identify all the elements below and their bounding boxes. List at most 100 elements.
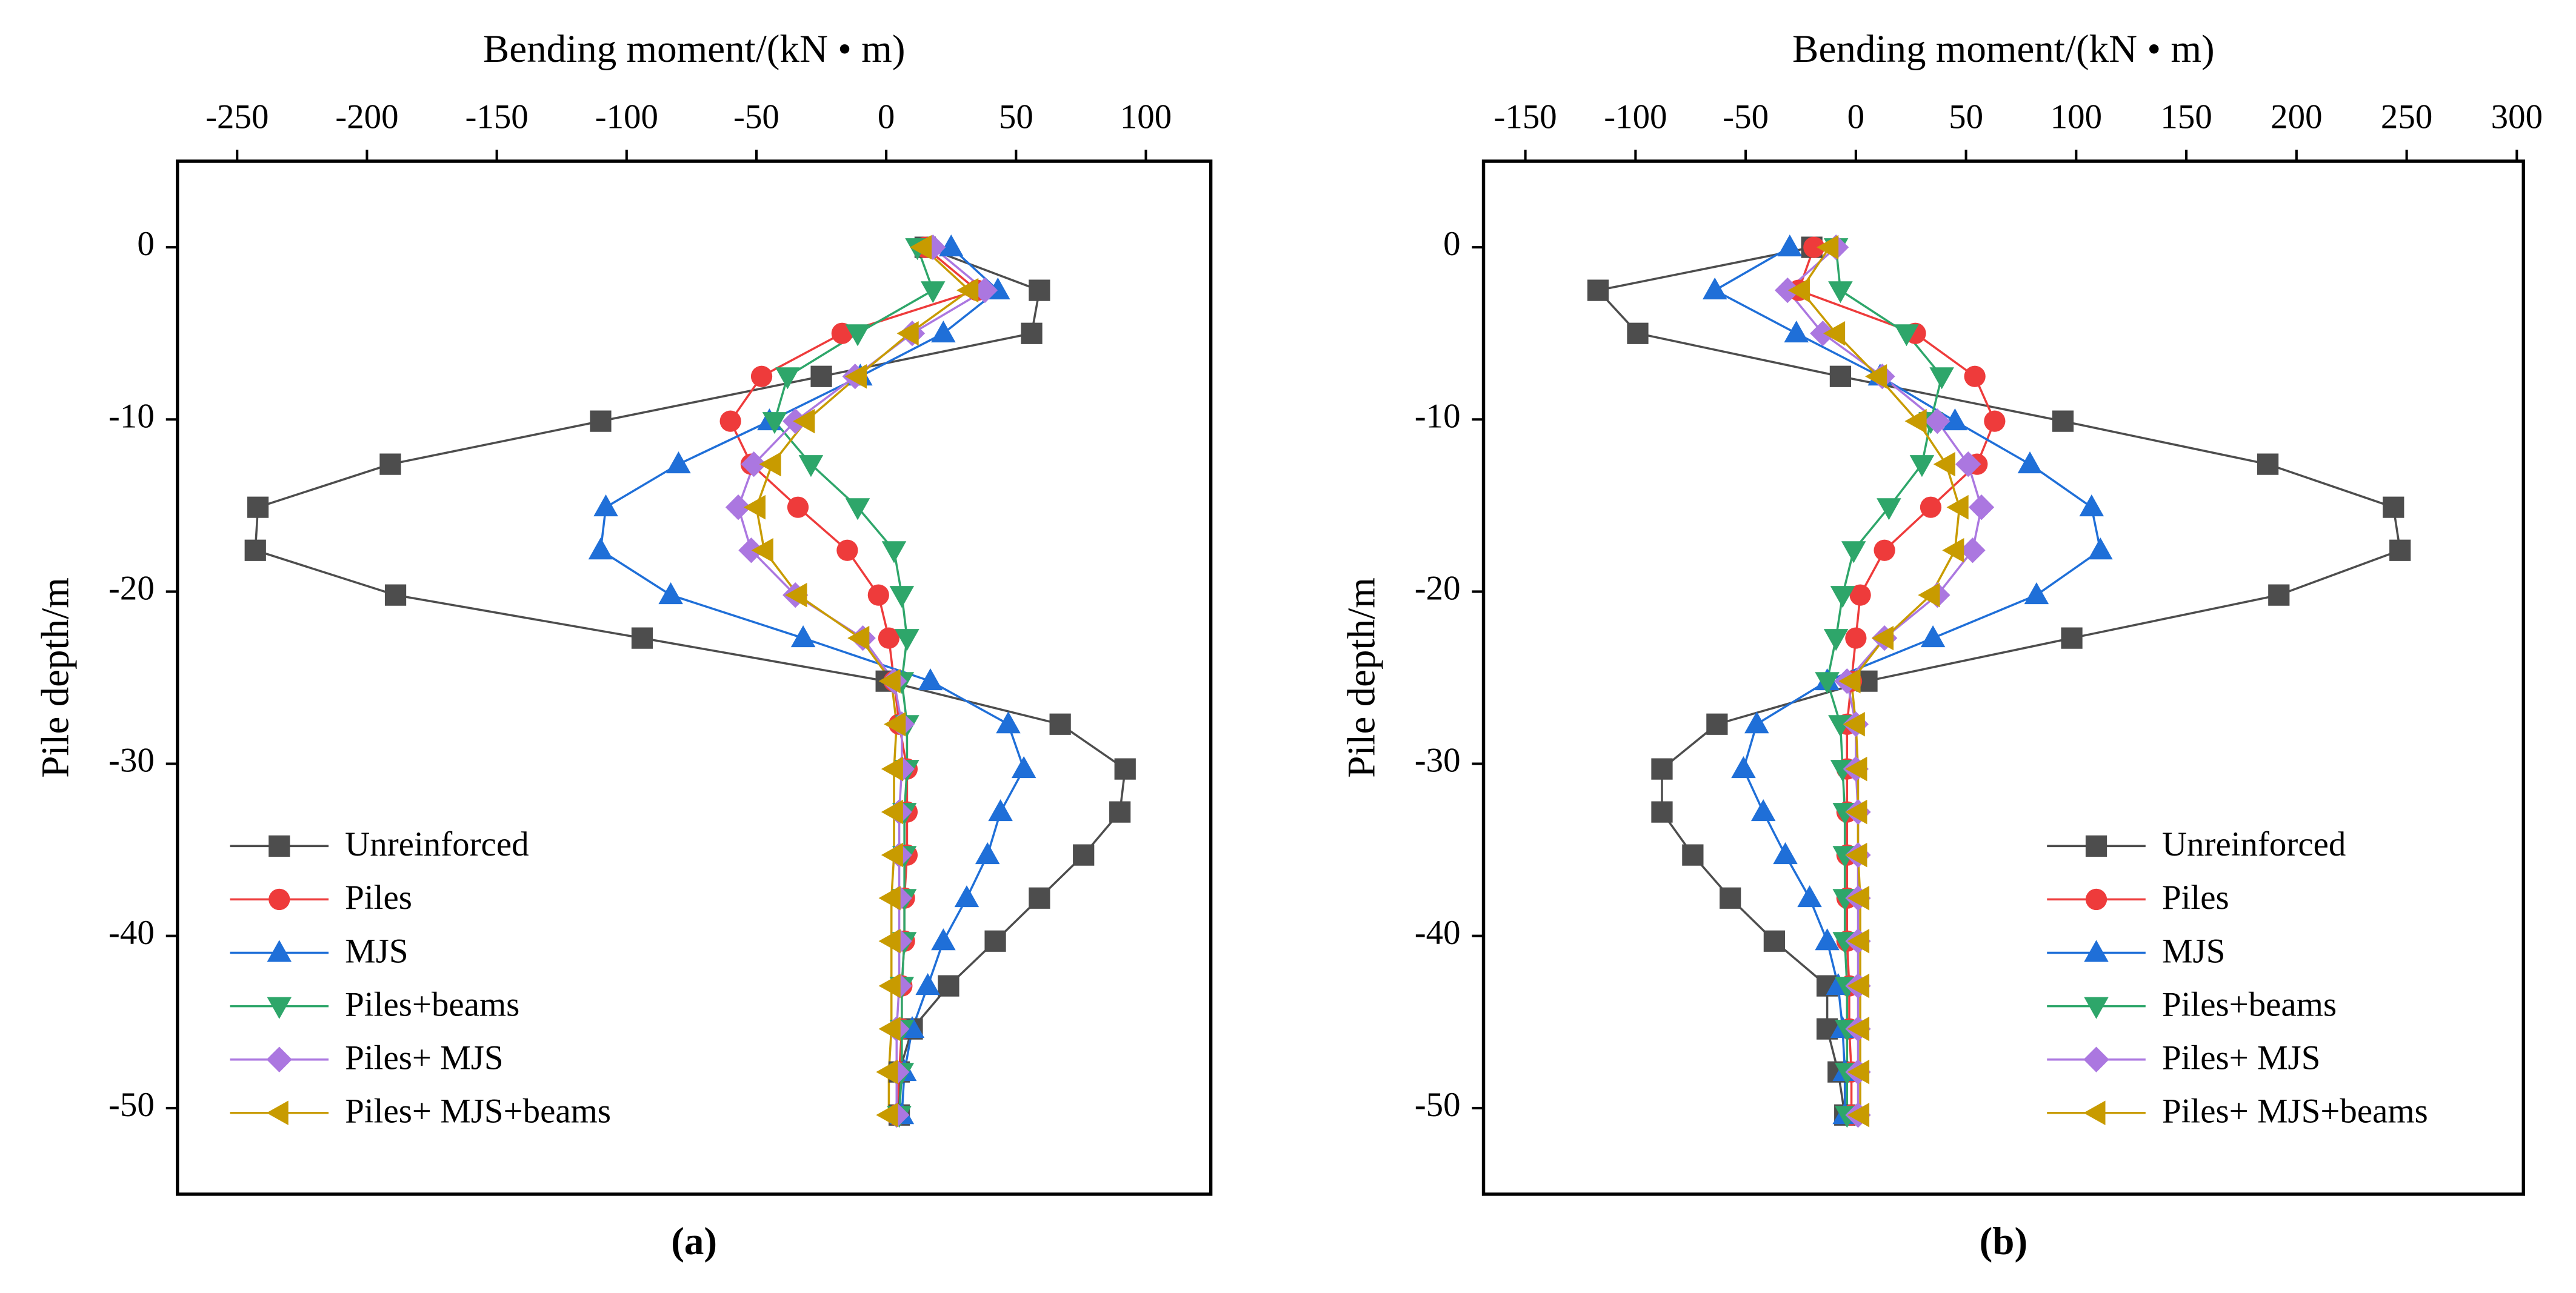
- x-tick-label: 100: [1120, 98, 1172, 136]
- legend-label: Piles: [345, 879, 412, 917]
- legend-label: Piles: [2162, 879, 2229, 917]
- data-point: [790, 625, 816, 648]
- data-point: [1823, 321, 1846, 346]
- data-point: [588, 537, 613, 560]
- data-point: [1847, 885, 1870, 911]
- data-point: [938, 975, 959, 997]
- data-point: [379, 453, 401, 475]
- data-point: [845, 498, 870, 520]
- data-point: [666, 451, 691, 474]
- data-point: [1777, 234, 1803, 257]
- data-point: [915, 972, 940, 996]
- data-point: [1029, 279, 1050, 301]
- y-tick-label: -30: [108, 742, 155, 780]
- data-point: [938, 234, 964, 257]
- y-tick-label: -50: [1415, 1086, 1461, 1124]
- legend-marker: [2084, 997, 2109, 1019]
- data-point: [881, 842, 903, 868]
- y-tick-label: -20: [108, 569, 155, 607]
- data-point: [847, 625, 870, 651]
- y-tick-label: -40: [108, 914, 155, 952]
- data-point: [775, 367, 800, 390]
- data-point: [2052, 410, 2074, 432]
- data-point: [631, 627, 653, 649]
- data-point: [878, 1016, 901, 1042]
- legend-marker: [266, 1100, 289, 1126]
- data-point: [1968, 494, 1995, 520]
- legend-marker: [269, 835, 290, 857]
- data-point: [2017, 451, 2043, 474]
- data-point: [1651, 801, 1673, 823]
- data-point: [2024, 582, 2049, 605]
- legend-label: Unreinforced: [2162, 825, 2346, 863]
- data-point: [384, 584, 407, 606]
- legend-label: MJS: [2162, 932, 2225, 970]
- data-point: [1803, 236, 1825, 258]
- data-point: [876, 1102, 898, 1128]
- legend-label: Unreinforced: [345, 825, 529, 863]
- x-tick-label: -50: [733, 98, 779, 136]
- data-point: [996, 711, 1021, 734]
- data-point: [1856, 670, 1878, 692]
- legend-marker: [269, 888, 290, 911]
- data-point: [590, 410, 612, 432]
- data-point: [1073, 844, 1095, 866]
- data-point: [1029, 887, 1050, 909]
- data-point: [972, 278, 998, 304]
- data-point: [831, 322, 853, 344]
- data-point: [750, 365, 773, 387]
- data-point: [884, 711, 906, 737]
- data-point: [920, 234, 946, 261]
- legend-label: MJS: [345, 932, 408, 970]
- data-point: [793, 408, 815, 434]
- data-point: [956, 278, 979, 303]
- legend-label: Piles+beams: [345, 985, 519, 1023]
- data-point: [743, 494, 766, 520]
- x-axis-title: Bending moment/(kN • m): [483, 27, 906, 71]
- data-point: [247, 496, 269, 518]
- data-point: [741, 451, 767, 477]
- x-tick-label: -250: [205, 98, 269, 136]
- data-point: [2088, 537, 2113, 560]
- series-line: [1712, 246, 2102, 1115]
- data-point: [1904, 408, 1927, 434]
- data-point: [798, 455, 824, 477]
- data-point: [1731, 756, 1756, 779]
- x-tick-label: -50: [1723, 98, 1769, 136]
- data-point: [1918, 582, 1940, 608]
- data-point: [1651, 758, 1673, 780]
- data-point: [1865, 364, 1887, 389]
- legend-marker: [267, 940, 292, 962]
- data-point: [1787, 278, 1810, 303]
- data-point: [881, 756, 903, 782]
- y-tick-label: 0: [1443, 225, 1460, 263]
- data-point: [931, 321, 956, 343]
- data-point: [1810, 321, 1836, 347]
- data-point: [1823, 629, 1849, 651]
- data-point: [1828, 281, 1853, 304]
- data-point: [1871, 625, 1894, 651]
- caption: (a): [671, 1220, 717, 1263]
- data-point: [878, 885, 901, 911]
- data-point: [1830, 586, 1855, 608]
- data-point: [909, 234, 932, 260]
- data-point: [1763, 930, 1785, 952]
- data-point: [1909, 455, 1935, 477]
- data-point: [1964, 365, 1986, 387]
- data-point: [1894, 324, 1919, 347]
- data-point: [1924, 408, 1950, 434]
- data-point: [836, 539, 858, 561]
- data-point: [1847, 928, 1870, 954]
- data-point: [1750, 799, 1776, 822]
- data-point: [1847, 973, 1870, 999]
- data-point: [719, 410, 741, 432]
- data-point: [810, 365, 832, 387]
- data-point: [1587, 279, 1609, 301]
- data-point: [988, 799, 1013, 822]
- data-point: [1775, 278, 1801, 304]
- x-tick-label: 200: [2271, 98, 2322, 136]
- data-point: [1114, 758, 1136, 780]
- data-point: [785, 582, 807, 608]
- y-axis-title: Pile depth/m: [1340, 577, 1383, 778]
- data-point: [1720, 887, 1741, 909]
